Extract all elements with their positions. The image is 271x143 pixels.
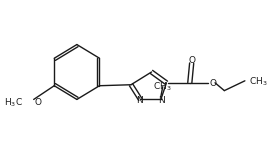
Text: CH$_3$: CH$_3$ <box>249 76 267 88</box>
Text: O: O <box>35 98 42 107</box>
Text: O: O <box>188 56 195 65</box>
Text: H$_3$C: H$_3$C <box>4 96 22 109</box>
Text: O: O <box>209 79 217 88</box>
Text: N: N <box>136 96 143 105</box>
Text: CH$_3$: CH$_3$ <box>153 81 172 93</box>
Text: N: N <box>159 96 165 105</box>
